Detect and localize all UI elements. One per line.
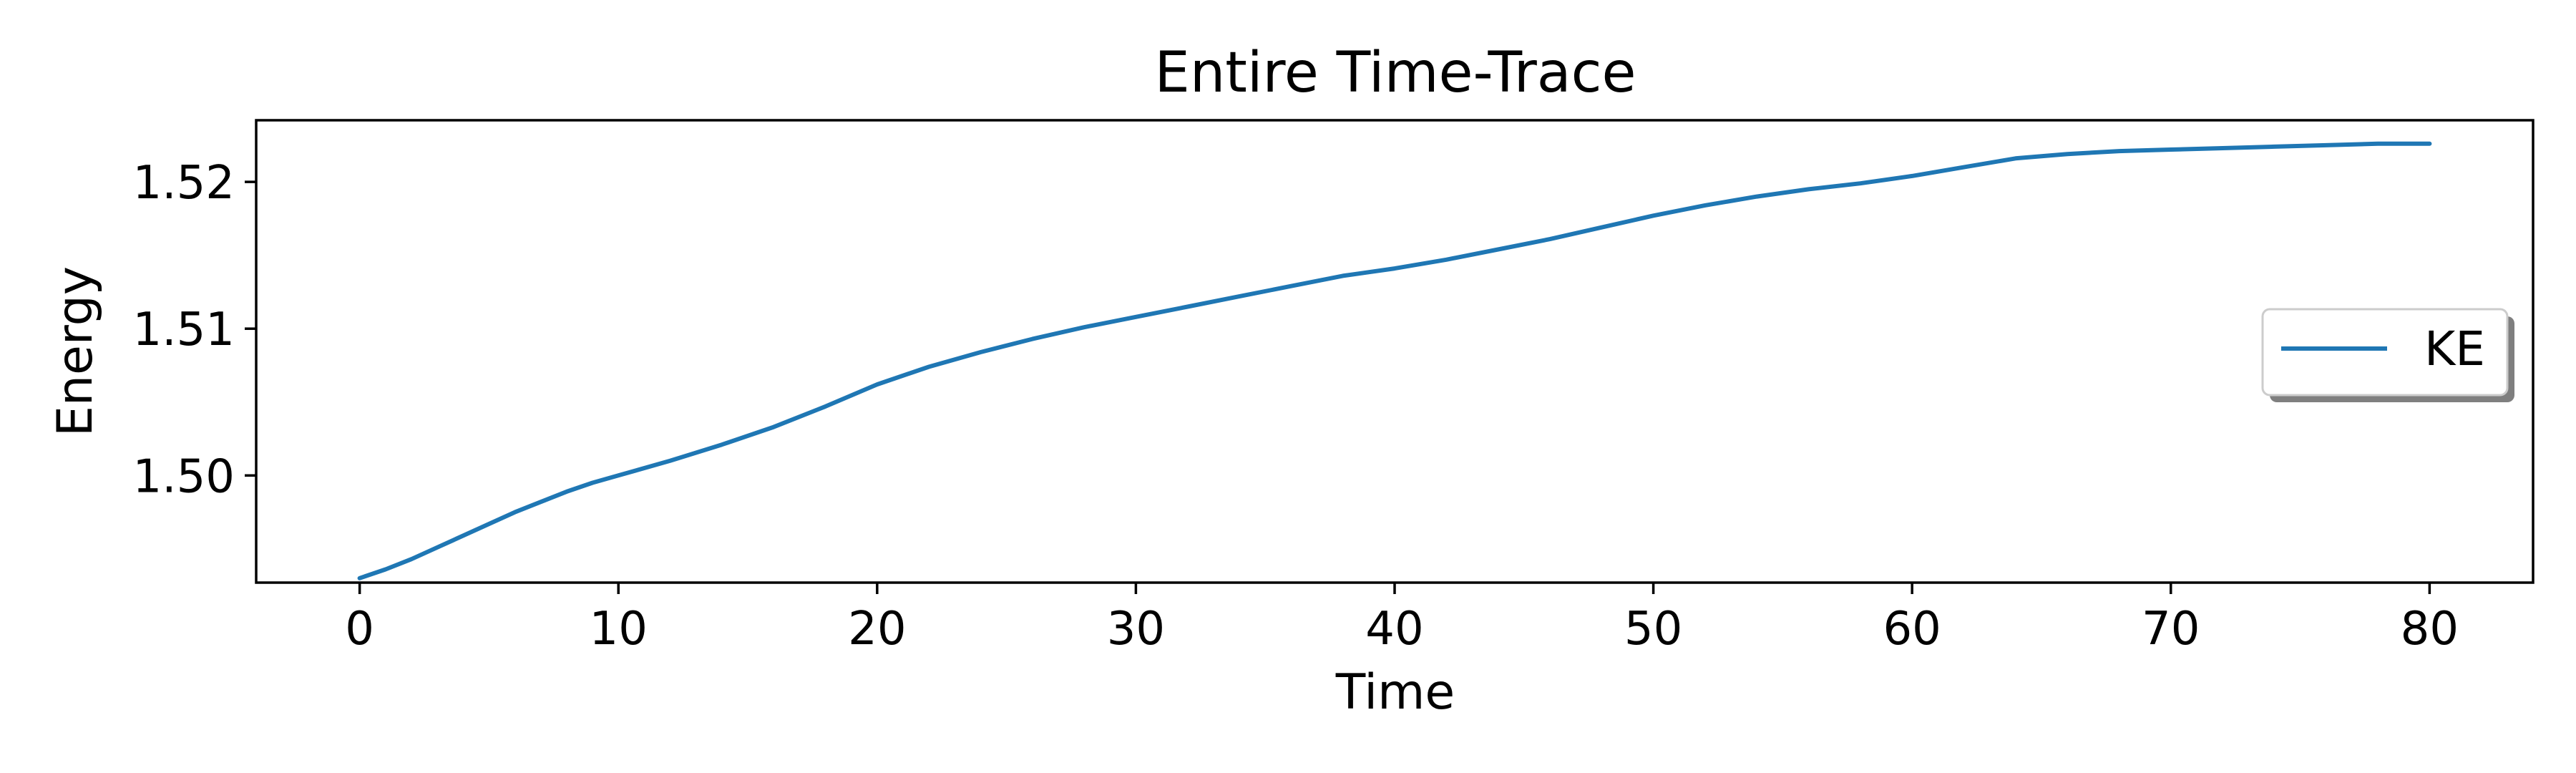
- x-axis-ticks: 0 10 20 30 40 50 60 70 80: [345, 583, 2459, 656]
- x-tick-label: 70: [2142, 603, 2200, 656]
- x-tick-label: 20: [848, 603, 906, 656]
- legend-label-ke: KE: [2424, 321, 2485, 376]
- y-tick-label: 1.52: [133, 157, 235, 210]
- x-tick-label: 50: [1624, 603, 1682, 656]
- series-line-ke: [357, 141, 2432, 580]
- y-tick-label: 1.50: [133, 450, 235, 503]
- x-tick-label: 30: [1107, 603, 1165, 656]
- y-tick-label: 1.51: [133, 303, 235, 356]
- y-axis-ticks: 1.50 1.51 1.52: [133, 157, 256, 503]
- x-tick-label: 0: [345, 603, 374, 656]
- x-tick-label: 10: [590, 603, 648, 656]
- x-tick-label: 60: [1883, 603, 1941, 656]
- x-tick-label: 40: [1365, 603, 1423, 656]
- plot-area: [357, 141, 2432, 580]
- y-axis-label: Energy: [47, 266, 104, 437]
- legend: KE: [2261, 308, 2514, 402]
- legend-box: [2261, 308, 2509, 397]
- x-tick-label: 80: [2401, 603, 2459, 656]
- chart-title: Entire Time-Trace: [1155, 41, 1636, 105]
- x-axis-label: Time: [1335, 664, 1455, 721]
